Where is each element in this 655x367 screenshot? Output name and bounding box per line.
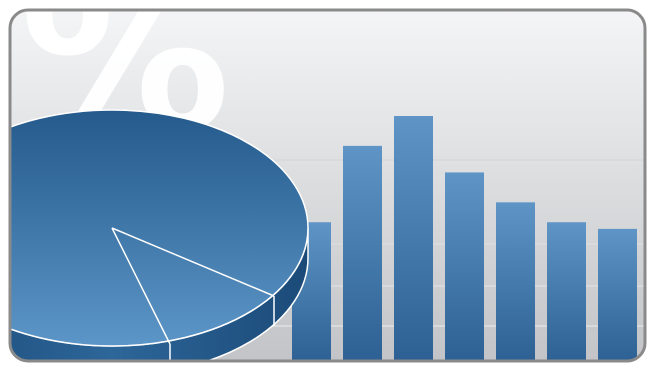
bar-5	[496, 202, 535, 361]
bar-6	[547, 222, 586, 361]
pie-chart	[10, 109, 309, 361]
bar-7	[598, 228, 637, 361]
frame-border	[8, 8, 647, 363]
bar-4	[445, 172, 484, 361]
bar-2	[343, 145, 382, 361]
pie-slice-divider-1	[111, 227, 171, 345]
bar-3	[394, 116, 433, 361]
pie-slice-divider-2	[111, 227, 275, 297]
